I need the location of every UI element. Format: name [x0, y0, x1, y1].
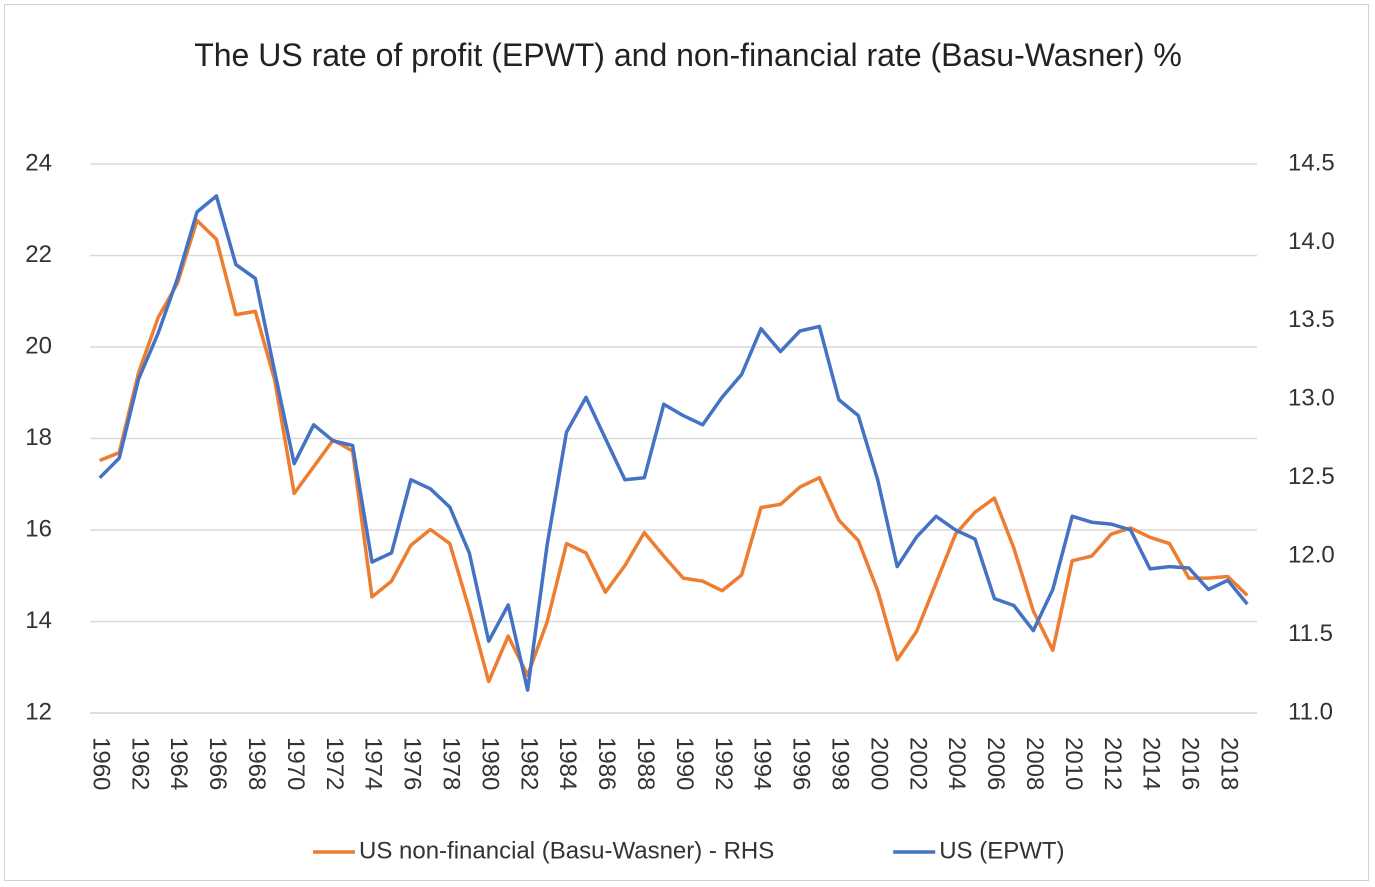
x-tick-label: 1984	[554, 737, 581, 790]
y2-tick-label: 12.0	[1288, 541, 1335, 568]
x-tick-label: 1970	[282, 737, 309, 790]
x-tick-label: 1960	[87, 737, 114, 790]
y2-tick-label: 13.5	[1288, 306, 1335, 333]
legend-label: US non-financial (Basu-Wasner) - RHS	[359, 837, 774, 864]
x-tick-label: 2008	[1021, 737, 1048, 790]
y2-tick-label: 13.0	[1288, 385, 1335, 412]
x-tick-label: 1962	[126, 737, 153, 790]
y2-tick-label: 14.0	[1288, 228, 1335, 255]
x-tick-label: 2012	[1099, 737, 1126, 790]
x-tick-label: 1994	[749, 737, 776, 790]
y-tick-label: 18	[25, 424, 52, 451]
x-tick-label: 1982	[515, 737, 542, 790]
series-line	[99, 218, 1249, 684]
chart-frame	[4, 4, 1369, 881]
x-tick-label: 1996	[788, 737, 815, 790]
x-tick-label: 2002	[904, 737, 931, 790]
y2-tick-label: 11.5	[1288, 620, 1333, 647]
y2-tick-label: 11.0	[1288, 698, 1333, 725]
y-tick-label: 22	[25, 241, 52, 268]
x-tick-label: 1978	[437, 737, 464, 790]
x-tick-label: 1968	[243, 737, 270, 790]
x-tick-label: 1980	[476, 737, 503, 790]
y-tick-label: 16	[25, 515, 52, 542]
y-tick-label: 24	[25, 149, 52, 176]
x-tick-label: 2006	[982, 737, 1009, 790]
legend-label: US (EPWT)	[939, 837, 1064, 864]
x-tick-label: 2018	[1215, 737, 1242, 790]
x-tick-label: 1998	[826, 737, 853, 790]
y-tick-label: 20	[25, 332, 52, 359]
y-tick-label: 14	[25, 607, 52, 634]
x-tick-label: 2014	[1138, 737, 1165, 790]
x-tick-label: 2010	[1060, 737, 1087, 790]
x-tick-label: 1972	[321, 737, 348, 790]
x-tick-label: 2004	[943, 737, 970, 790]
x-tick-label: 1988	[632, 737, 659, 790]
series-line	[98, 194, 1249, 692]
x-tick-label: 1992	[710, 737, 737, 790]
x-tick-label: 1990	[671, 737, 698, 790]
x-tick-label: 1966	[204, 737, 231, 790]
x-tick-label: 2016	[1177, 737, 1204, 790]
x-tick-label: 1986	[593, 737, 620, 790]
y2-tick-label: 12.5	[1288, 463, 1335, 490]
x-tick-label: 2000	[865, 737, 892, 790]
y2-tick-label: 14.5	[1288, 149, 1335, 176]
x-tick-label: 1976	[399, 737, 426, 790]
x-tick-label: 1964	[165, 737, 192, 790]
x-tick-label: 1974	[360, 737, 387, 790]
chart-title: The US rate of profit (EPWT) and non-fin…	[194, 37, 1182, 73]
y-tick-label: 12	[25, 698, 52, 725]
